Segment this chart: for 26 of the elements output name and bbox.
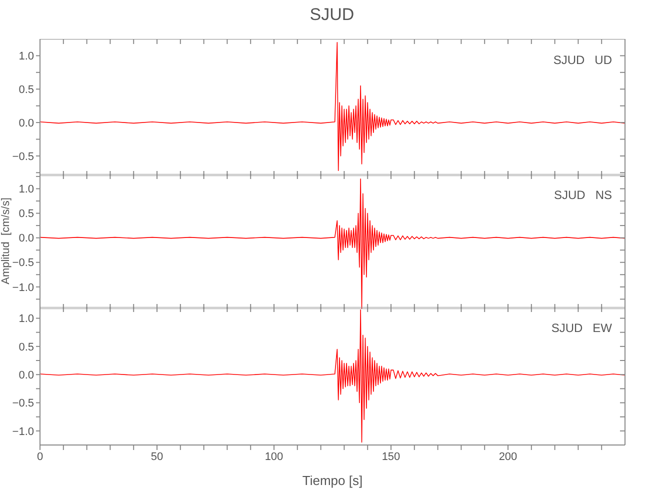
y-tick-label: −0.5 — [12, 398, 34, 410]
y-tick-label: 0.5 — [18, 341, 34, 354]
annotation: SJUD NS — [554, 188, 612, 202]
y-tick-label: −0.5 — [12, 150, 34, 163]
y-tick-label: 0.0 — [18, 232, 34, 245]
y-tick-label: 0.5 — [18, 208, 34, 220]
x-tick-label: 0 — [36, 450, 44, 463]
y-tick-label: 1.0 — [18, 184, 34, 196]
x-tick-label: 150 — [382, 450, 400, 463]
y-tick-label: −0.5 — [12, 257, 34, 270]
x-axis-title: Tiempo [s] — [302, 473, 363, 488]
y-tick-label: 0.0 — [18, 369, 34, 382]
y-tick-label: −1.0 — [12, 426, 34, 438]
y-tick-label: 1.0 — [18, 50, 34, 63]
annotation: SJUD EW — [551, 321, 612, 335]
y-tick-label: 1.0 — [18, 313, 34, 326]
y-tick-label: 0.5 — [18, 84, 34, 96]
y-tick-label: −1.0 — [12, 282, 34, 294]
x-tick-label: 50 — [150, 450, 164, 463]
annotation: SJUD UD — [553, 53, 612, 67]
chart-title: SJUD — [308, 5, 356, 25]
line-series — [40, 42, 625, 172]
x-tick-label: 100 — [264, 450, 284, 463]
x-tick-label: 200 — [498, 450, 518, 463]
y-axis-title: Amplitud [cm/s/s] — [0, 197, 12, 284]
y-tick-label: 0.0 — [18, 117, 34, 130]
